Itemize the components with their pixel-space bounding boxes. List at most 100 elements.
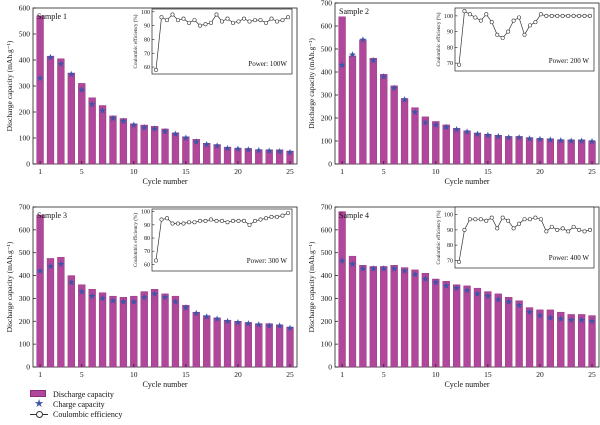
power-label: Power: 200 W <box>549 57 590 65</box>
discharge-bar <box>442 281 450 368</box>
charge-point <box>88 100 96 108</box>
discharge-bar <box>78 83 86 165</box>
ce-point <box>566 13 571 18</box>
ce-point <box>582 13 587 18</box>
charge-point <box>286 324 294 332</box>
x-tick-label: 20 <box>536 167 544 176</box>
discharge-bar <box>484 133 492 165</box>
x-tick-label: 5 <box>382 370 386 379</box>
ce-point <box>555 227 560 232</box>
ce-point <box>533 215 538 220</box>
ce-point <box>527 23 532 28</box>
y-tick-label: 700 <box>19 203 31 212</box>
charge-point <box>88 292 96 300</box>
discharge-bar <box>46 55 55 165</box>
y-tick-label: 400 <box>19 56 31 65</box>
charge-point <box>213 315 221 322</box>
discharge-bar <box>67 72 75 165</box>
discharge-bar <box>36 15 44 165</box>
x-tick-label: 15 <box>182 370 190 379</box>
charge-point <box>588 137 596 145</box>
ce-point <box>225 16 230 21</box>
discharge-bar <box>515 136 523 165</box>
y-tick-label: 0 <box>26 363 30 372</box>
ce-point <box>560 226 565 231</box>
charge-point <box>286 148 294 156</box>
charge-point <box>411 270 419 278</box>
charge-point <box>369 265 377 272</box>
ce-point <box>192 18 197 23</box>
discharge-bar <box>390 85 398 165</box>
legend: Discharge capacity ★ Charge capacity Cou… <box>30 389 230 419</box>
charge-point <box>557 136 565 144</box>
discharge-bar <box>119 297 128 368</box>
discharge-bar <box>203 315 211 368</box>
inset-y-tick-label: 80 <box>144 37 150 43</box>
discharge-bar <box>463 130 471 165</box>
ce-point <box>544 229 549 234</box>
charge-point <box>421 275 429 282</box>
ce-point <box>198 218 203 223</box>
charge-point <box>182 134 190 141</box>
discharge-bar <box>505 136 513 165</box>
discharge-bar <box>161 128 169 165</box>
inset-y-tick-label: 80 <box>447 45 453 51</box>
charge-point <box>536 311 544 319</box>
charge-point <box>203 313 211 320</box>
charge-point <box>494 295 502 303</box>
charge-point <box>255 146 263 154</box>
ce-point <box>577 227 582 232</box>
ce-point <box>500 35 505 40</box>
legend-label-charge: Charge capacity <box>53 399 105 409</box>
ce-point <box>517 221 522 226</box>
discharge-bar <box>88 289 96 368</box>
ce-point <box>176 221 181 226</box>
discharge-bar <box>494 135 502 165</box>
discharge-bar <box>557 139 565 165</box>
y-tick-label: 100 <box>321 340 333 349</box>
discharge-bar <box>192 311 200 368</box>
x-tick-label: 25 <box>286 167 294 176</box>
y-tick-label: 400 <box>19 271 31 280</box>
ce-point <box>456 62 461 67</box>
y-tick-label: 600 <box>19 4 31 13</box>
x-tick-label: 5 <box>80 370 84 379</box>
ce-point <box>253 18 258 23</box>
ce-point <box>511 18 516 23</box>
charge-point <box>578 137 586 144</box>
charge-point <box>359 265 367 272</box>
discharge-bar <box>161 293 169 368</box>
ce-point <box>203 22 208 27</box>
ce-point <box>587 13 592 18</box>
discharge-bar <box>171 295 180 368</box>
ce-point <box>533 20 538 25</box>
ce-point <box>214 218 219 223</box>
x-tick-label: 1 <box>38 167 42 176</box>
star-icon: ★ <box>34 397 44 410</box>
charge-point <box>453 125 461 133</box>
ce-point <box>285 210 290 215</box>
y-tick-label: 0 <box>328 363 332 372</box>
x-tick-label: 25 <box>588 167 596 176</box>
x-tick-label: 25 <box>588 370 596 379</box>
y-tick-label: 500 <box>321 248 333 257</box>
ce-point <box>187 20 192 25</box>
discharge-bar <box>473 287 482 368</box>
charge-point <box>442 123 450 131</box>
charge-point <box>265 147 273 154</box>
ce-point <box>544 13 549 18</box>
discharge-bar <box>57 58 65 165</box>
ce-point <box>247 222 252 227</box>
y-axis-label: Discharge capacity (mAh.g⁻¹) <box>307 241 316 332</box>
inset-y-tick-label: 100 <box>444 213 453 219</box>
inset-y-tick-label: 60 <box>144 65 150 71</box>
y-tick-label: 200 <box>19 317 31 326</box>
x-tick-label: 20 <box>234 370 242 379</box>
ce-point <box>263 216 268 221</box>
power-label: Power: 100W <box>248 60 287 68</box>
charge-point <box>411 108 419 116</box>
